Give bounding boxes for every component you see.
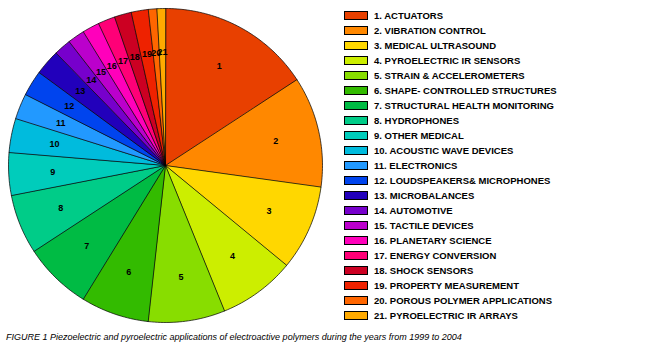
svg-text:6: 6: [126, 267, 131, 277]
svg-text:5: 5: [179, 272, 184, 282]
svg-text:15: 15: [96, 67, 106, 77]
svg-text:1: 1: [217, 61, 222, 71]
svg-text:14: 14: [86, 75, 96, 85]
svg-text:10: 10: [50, 139, 60, 149]
svg-text:8: 8: [58, 203, 63, 213]
svg-text:16: 16: [107, 61, 117, 71]
svg-text:12: 12: [64, 101, 74, 111]
svg-text:11: 11: [56, 118, 66, 128]
svg-text:7: 7: [84, 241, 89, 251]
svg-text:13: 13: [75, 86, 85, 96]
svg-text:18: 18: [130, 52, 140, 62]
svg-text:9: 9: [50, 167, 55, 177]
svg-text:2: 2: [273, 136, 278, 146]
svg-text:3: 3: [267, 206, 272, 216]
svg-text:17: 17: [118, 56, 128, 66]
svg-text:4: 4: [230, 251, 235, 261]
svg-text:21: 21: [157, 47, 167, 57]
